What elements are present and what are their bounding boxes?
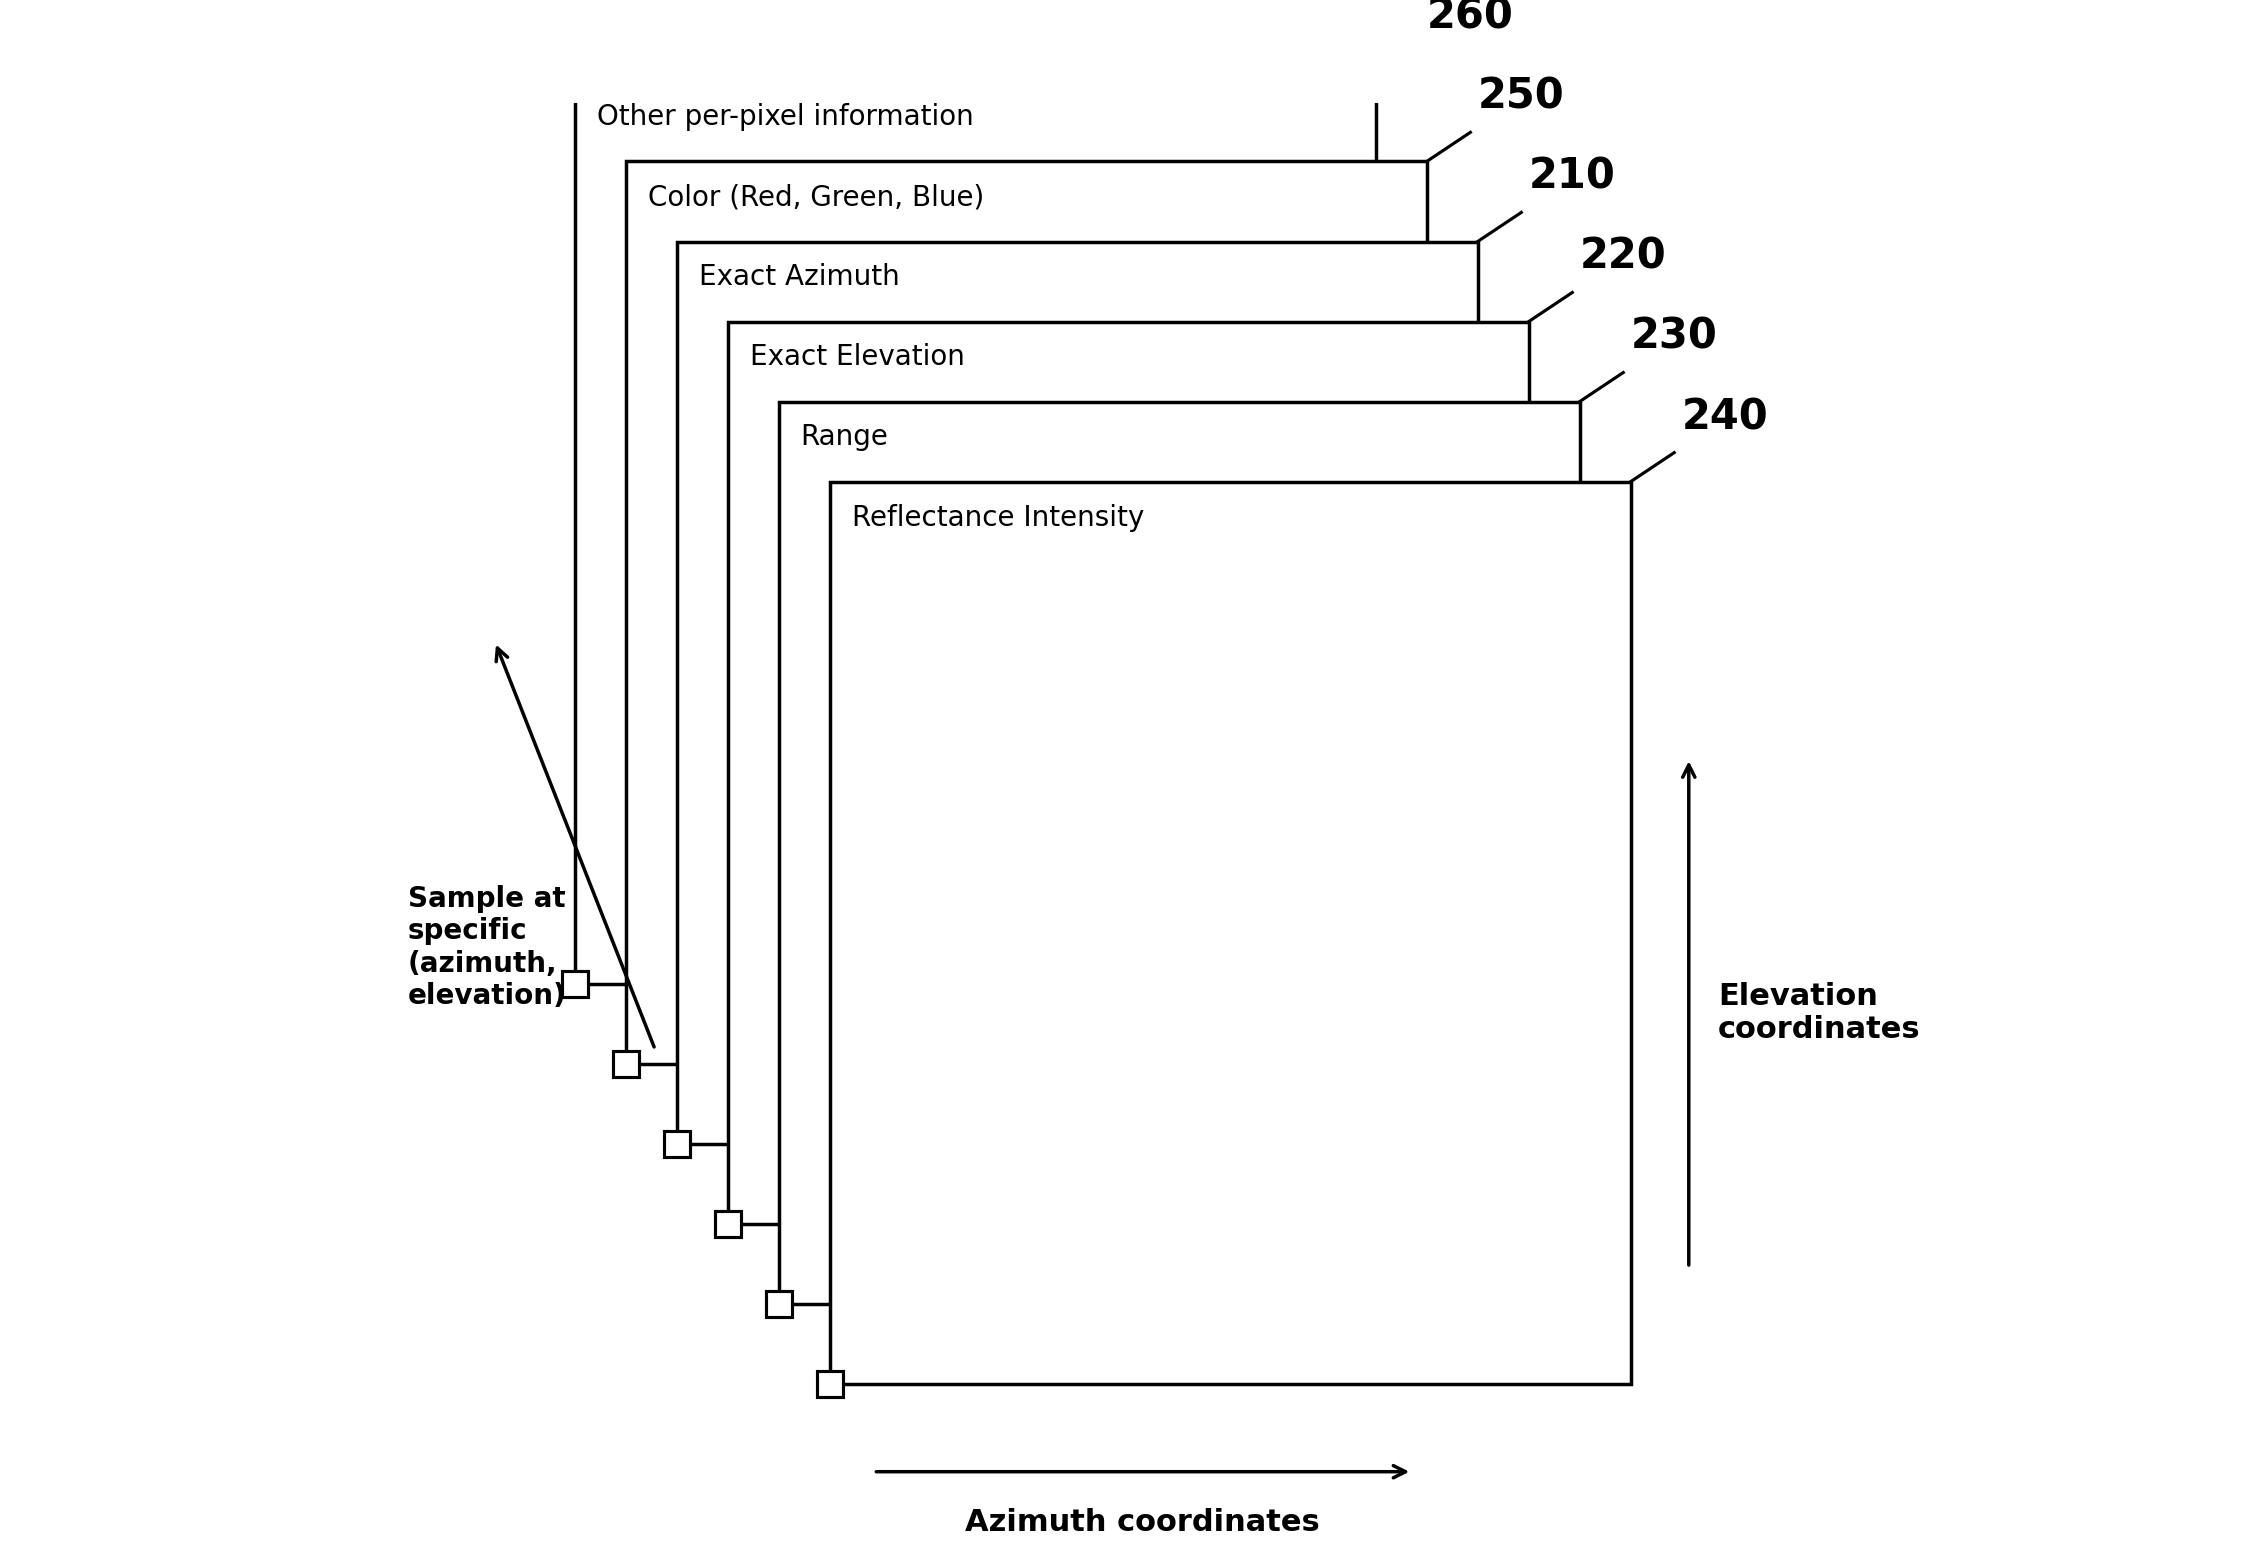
Text: Color (Red, Green, Blue): Color (Red, Green, Blue) xyxy=(648,183,984,211)
Text: Other per-pixel information: Other per-pixel information xyxy=(596,103,973,132)
Bar xyxy=(563,971,587,998)
Bar xyxy=(715,1211,742,1237)
Text: 230: 230 xyxy=(1630,316,1717,359)
Bar xyxy=(612,1051,639,1077)
Bar xyxy=(830,482,1630,1384)
Text: Range: Range xyxy=(800,423,888,451)
Bar xyxy=(816,1372,843,1397)
Text: 250: 250 xyxy=(1477,75,1565,117)
Bar xyxy=(729,321,1529,1225)
Text: Azimuth coordinates: Azimuth coordinates xyxy=(966,1508,1321,1538)
Bar xyxy=(626,161,1426,1063)
Bar xyxy=(778,401,1581,1304)
Text: 240: 240 xyxy=(1682,396,1769,438)
Text: Exact Elevation: Exact Elevation xyxy=(749,343,964,371)
Text: Reflectance Intensity: Reflectance Intensity xyxy=(852,504,1143,531)
Text: Exact Azimuth: Exact Azimuth xyxy=(700,263,899,291)
Text: Sample at
specific
(azimuth,
elevation): Sample at specific (azimuth, elevation) xyxy=(408,885,567,1010)
Bar xyxy=(664,1131,691,1157)
Text: 260: 260 xyxy=(1426,0,1513,38)
Text: Elevation
coordinates: Elevation coordinates xyxy=(1717,982,1921,1045)
Bar xyxy=(677,241,1477,1145)
Bar xyxy=(574,81,1377,983)
Text: 210: 210 xyxy=(1529,157,1616,197)
Text: 220: 220 xyxy=(1581,236,1666,277)
Bar xyxy=(767,1292,791,1317)
